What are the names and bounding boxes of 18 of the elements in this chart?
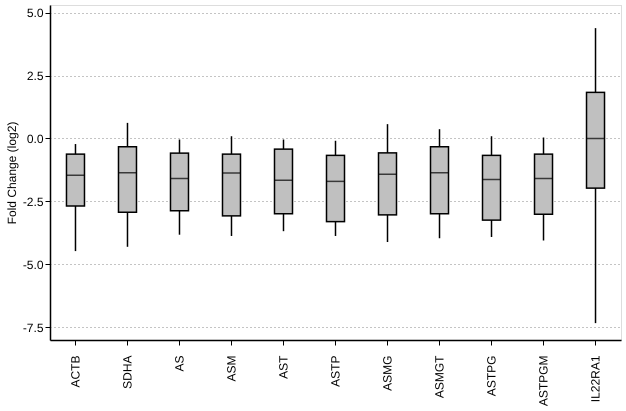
- x-tick-label: ASTPG: [484, 356, 499, 396]
- y-tick-label: -7.5: [22, 320, 44, 335]
- y-tick-label: 5.0: [26, 6, 44, 20]
- y-tick-label: -5.0: [22, 258, 44, 272]
- y-tick-label: 0.0: [26, 132, 44, 146]
- x-tick-label: ASMG: [380, 356, 395, 391]
- x-tick-label: AST: [276, 354, 290, 379]
- x-tick-label: SDHA: [120, 356, 134, 389]
- x-tick-label: ASTPGM: [536, 355, 551, 406]
- x-tick-label: AS: [172, 356, 186, 372]
- x-tick-label: ASTP: [328, 356, 342, 387]
- y-tick-label: -2.5: [22, 194, 44, 209]
- y-tick-label: 2.5: [26, 69, 44, 84]
- x-tick-label: ASM: [224, 356, 238, 382]
- x-tick-label: ACTB: [68, 356, 82, 388]
- y-axis-title: Fold Change (log2): [4, 122, 19, 224]
- x-tick-label: ASMGT: [432, 354, 447, 398]
- x-tick-label: IL22RA1: [588, 355, 603, 402]
